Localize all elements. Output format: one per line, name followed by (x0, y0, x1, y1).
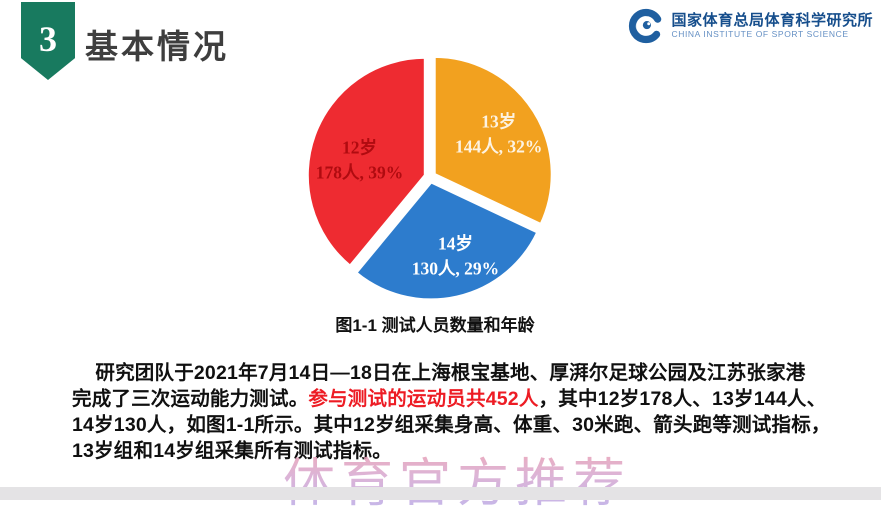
age-distribution-pie-chart: 13岁 144人, 32% 14岁 130人, 29% 12岁 178人, 39% (295, 42, 565, 312)
pie-slice-12岁 (305, 55, 427, 269)
paragraph-text: ，其中12岁178人、13岁144人、 (538, 388, 827, 410)
paragraph-text: 14岁130人，如图1-1所示。其中12岁组采集身高、体重、30米跑、箭头跑等测… (72, 414, 831, 436)
paragraph-line: 研究团队于2021年7月14日—18日在上海根宝基地、厚湃尔足球公园及江苏张家港 (72, 360, 842, 386)
paragraph-text: 13岁组和14岁组采集所有测试指标。 (72, 440, 392, 462)
paragraph-line: 完成了三次运动能力测试。参与测试的运动员共452人，其中12岁178人、13岁1… (72, 386, 842, 412)
pie-label-13岁: 13岁 144人, 32% (454, 111, 543, 157)
emphasis-red-text: 参与测试的运动员共452人 (308, 388, 539, 410)
pie-label-12岁: 12岁 178人, 39% (315, 137, 404, 183)
paragraph-line: 14岁130人，如图1-1所示。其中12岁组采集身高、体重、30米跑、箭头跑等测… (72, 412, 842, 438)
bottom-edge-bar (0, 487, 881, 500)
paragraph-text: 研究团队于2021年7月14日—18日在上海根宝基地、厚湃尔足球公园及江苏张家港 (95, 362, 806, 384)
body-paragraph: 研究团队于2021年7月14日—18日在上海根宝基地、厚湃尔足球公园及江苏张家港… (72, 360, 842, 464)
section-ribbon: 3 (21, 2, 75, 80)
paragraph-line: 13岁组和14岁组采集所有测试指标。 (72, 438, 842, 464)
section-number: 3 (39, 19, 57, 59)
pie-svg (305, 54, 554, 302)
institute-name-en: CHINA INSTITUTE OF SPORT SCIENCE (671, 29, 849, 39)
pie-slice-13岁 (432, 54, 554, 227)
pie-slice-14岁 (353, 180, 540, 302)
pie-label-14岁: 14岁 130人, 29% (411, 233, 500, 280)
page-title: 基本情况 (85, 28, 229, 65)
org-logo: 国家体育总局体育科学研究所 CHINA INSTITUTE OF SPORT S… (628, 8, 873, 44)
institute-name-cn: 国家体育总局体育科学研究所 (671, 12, 873, 29)
paragraph-text: 完成了三次运动能力测试。 (72, 388, 309, 410)
chart-caption: 图1-1 测试人员数量和年龄 (335, 316, 535, 335)
institute-emblem-icon (629, 8, 664, 44)
